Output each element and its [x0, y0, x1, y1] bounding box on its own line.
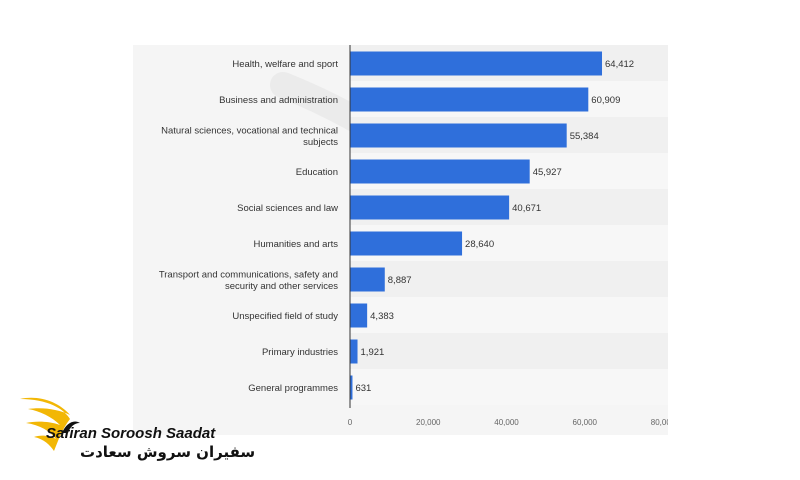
bar: [350, 51, 603, 76]
category-labels: Health, welfare and sport Business and ad…: [159, 59, 339, 394]
logo-text-english: Safiran Soroosh Saadat: [46, 425, 216, 442]
row-band: [350, 333, 668, 369]
category-label: Social sciences and law: [237, 203, 338, 214]
value-labels: 64,412 60,909 55,384 45,927 40,671 28,640 8,88…: [355, 59, 634, 394]
bar: [350, 375, 353, 400]
category-label: Humanities and arts: [254, 239, 339, 250]
value-label: 631: [355, 383, 371, 394]
bar: [350, 231, 463, 256]
chart-panel: Health, welfare and sport Business and ad…: [133, 45, 668, 435]
bars: [350, 51, 603, 400]
value-label: 8,887: [388, 275, 412, 286]
value-label: 40,671: [512, 203, 541, 214]
x-tick-label: 40,000: [494, 418, 519, 427]
bar: [350, 195, 510, 220]
value-label: 45,927: [533, 167, 562, 178]
bar: [350, 267, 385, 292]
phoenix-wing-icon: [20, 397, 80, 451]
category-label: Education: [296, 167, 338, 178]
value-label: 4,383: [370, 311, 394, 322]
value-label: 55,384: [570, 131, 599, 142]
bar: [350, 339, 358, 364]
row-band: [350, 369, 668, 405]
category-label: Transport and communications, safety and…: [159, 269, 338, 292]
category-label: Health, welfare and sport: [232, 59, 338, 70]
bar: [350, 87, 589, 112]
x-tick-label: 80,000: [651, 418, 668, 427]
row-band: [350, 261, 668, 297]
category-label: Unspecified field of study: [232, 311, 338, 322]
value-label: 28,640: [465, 239, 494, 250]
bar: [350, 159, 530, 184]
x-tick-label: 20,000: [416, 418, 441, 427]
bar: [350, 123, 567, 148]
row-band: [350, 297, 668, 333]
category-label: General programmes: [248, 383, 338, 394]
bar: [350, 303, 368, 328]
logo-text-persian: سفیران سروش سعادت: [80, 443, 256, 461]
x-tick-label: 0: [348, 418, 353, 427]
value-label: 1,921: [361, 347, 385, 358]
value-label: 60,909: [591, 95, 620, 106]
x-axis-ticks: 0 20,000 40,000 60,000 80,000: [348, 418, 668, 427]
category-label: Natural sciences, vocational and technic…: [161, 125, 338, 148]
x-tick-label: 60,000: [573, 418, 598, 427]
bar-chart: Health, welfare and sport Business and ad…: [159, 45, 668, 427]
category-label: Business and administration: [219, 95, 338, 106]
category-label: Primary industries: [262, 347, 338, 358]
value-label: 64,412: [605, 59, 634, 70]
